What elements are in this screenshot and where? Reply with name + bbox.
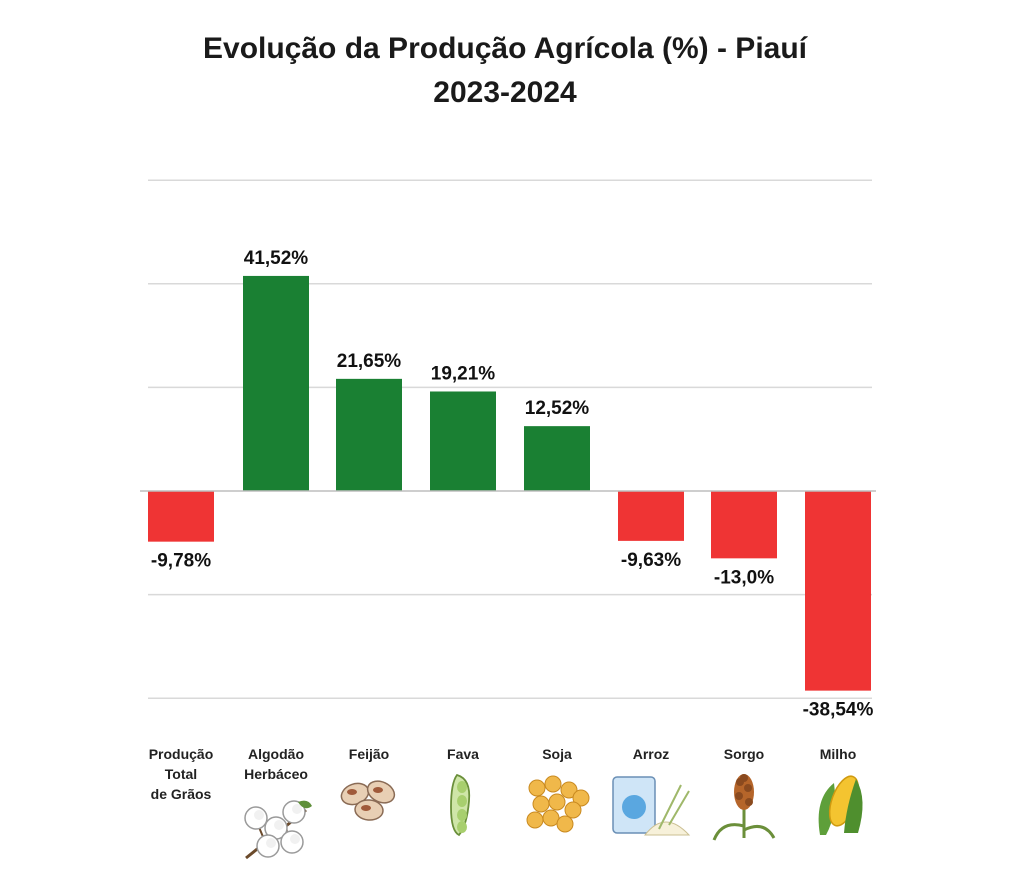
data-label: 21,65% <box>337 351 402 372</box>
soybean-icon <box>526 775 590 833</box>
bar <box>524 426 590 491</box>
data-label: 12,52% <box>525 398 590 419</box>
fava-pod-icon <box>450 773 471 837</box>
data-label: 41,52% <box>244 248 309 269</box>
category-label: Feijão <box>349 746 389 762</box>
bean-icon <box>340 780 396 821</box>
category-label: Total <box>165 766 197 782</box>
bar <box>711 491 777 559</box>
bar <box>430 391 496 491</box>
corn-icon <box>818 775 863 835</box>
data-label: -9,78% <box>151 551 211 572</box>
category-label: Arroz <box>633 746 670 762</box>
chart-subtitle: 2023-2024 <box>433 76 577 109</box>
cotton-icon <box>244 800 312 860</box>
category-label: Sorgo <box>724 746 764 762</box>
bar <box>336 378 402 491</box>
data-label: -38,54% <box>803 700 874 721</box>
bar <box>148 491 214 542</box>
bar <box>618 491 684 541</box>
data-label: -9,63% <box>621 550 681 571</box>
chart-title: Evolução da Produção Agrícola (%) - Piau… <box>203 32 807 65</box>
bar <box>805 491 871 691</box>
bar <box>243 275 309 491</box>
sorghum-icon <box>712 774 776 841</box>
category-label: de Grãos <box>151 786 212 802</box>
category-label: Soja <box>542 746 572 762</box>
category-label: Fava <box>447 746 479 762</box>
category-label: Algodão <box>248 746 304 762</box>
category-label: Milho <box>820 746 857 762</box>
data-label: 19,21% <box>431 363 496 384</box>
category-label: Produção <box>149 746 214 762</box>
rice-bag-icon <box>612 776 691 836</box>
category-label: Herbáceo <box>244 766 308 782</box>
data-label: -13,0% <box>714 567 774 588</box>
